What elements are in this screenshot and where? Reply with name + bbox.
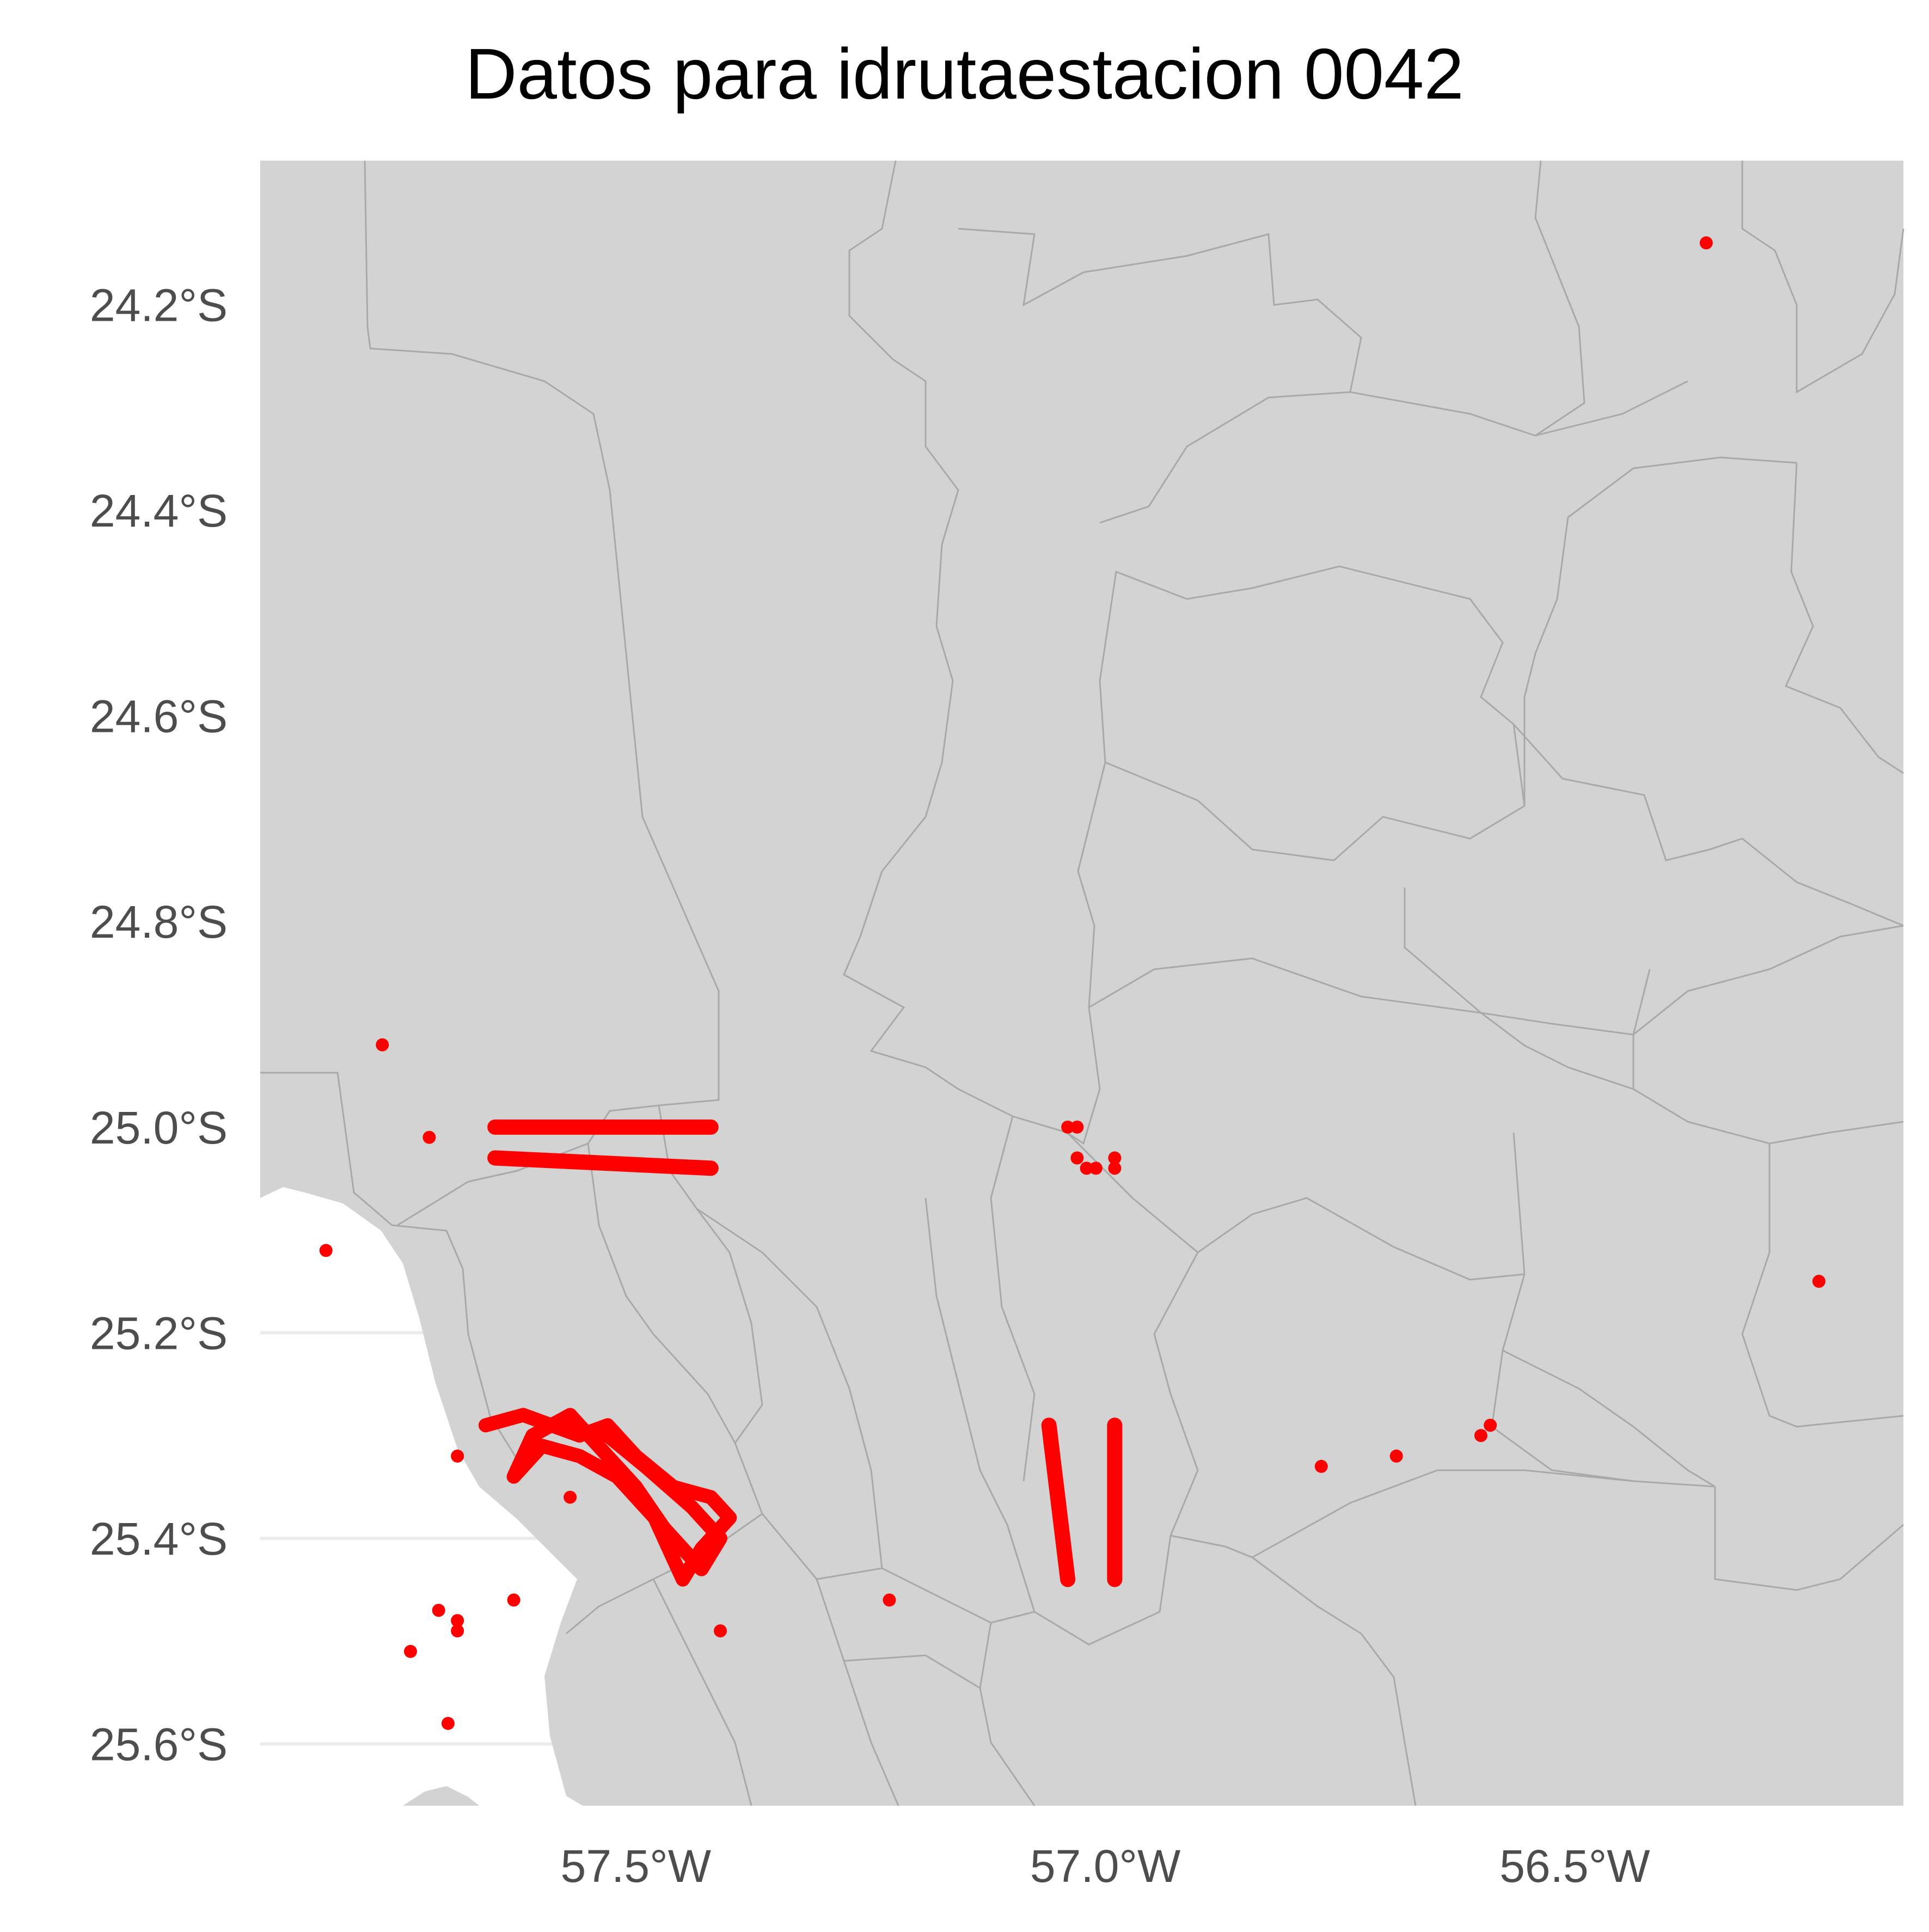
border-southwest-8 xyxy=(652,1579,752,1806)
data-point xyxy=(1080,1161,1093,1175)
data-point xyxy=(1699,236,1713,250)
y-tick-label: 24.6°S xyxy=(90,691,228,742)
data-point xyxy=(451,1624,464,1638)
border-southwest-6 xyxy=(990,1116,1036,1482)
x-tick-label: 57.5°W xyxy=(561,1841,711,1892)
y-tick-label: 24.8°S xyxy=(90,896,228,947)
data-point xyxy=(507,1593,520,1607)
y-tick-label: 24.4°S xyxy=(90,485,228,536)
point-cluster xyxy=(478,1408,737,1587)
data-point xyxy=(432,1604,445,1617)
data-point xyxy=(319,1244,333,1257)
border-central-1 xyxy=(1099,565,1526,861)
land-area-southwest xyxy=(403,1786,479,1806)
river-border-main xyxy=(843,160,1106,1145)
border-central-8 xyxy=(1632,969,1651,1089)
border-south-5 xyxy=(1502,1349,1716,1488)
data-point xyxy=(451,1450,464,1463)
map-title: Datos para idrutaestacion 0042 xyxy=(465,34,1464,114)
data-point xyxy=(1108,1151,1122,1165)
border-central-3 xyxy=(1784,462,1904,774)
data-point xyxy=(1812,1275,1826,1288)
border-north-2 xyxy=(1099,380,1688,524)
data-point xyxy=(1474,1429,1487,1442)
data-point xyxy=(403,1644,417,1658)
border-southwest-4 xyxy=(843,1654,981,1689)
x-tick-label: 56.5°W xyxy=(1499,1841,1650,1892)
data-point xyxy=(883,1593,896,1607)
border-central-7 xyxy=(1633,925,1904,1036)
border-southwest-7 xyxy=(658,1105,883,1569)
point-track xyxy=(1041,1417,1076,1587)
border-north-3 xyxy=(1534,160,1585,437)
data-point xyxy=(714,1624,727,1638)
border-southwest-5 xyxy=(924,1197,1036,1612)
data-point xyxy=(422,1130,436,1144)
border-central-2 xyxy=(1523,456,1797,806)
border-north-4 xyxy=(1741,161,1904,394)
data-point xyxy=(1089,1161,1103,1175)
border-south-4 xyxy=(1252,1469,1634,1558)
y-axis: 24.2°S 24.4°S 24.6°S 24.8°S 25.0°S 25.2°S 25.4… xyxy=(90,279,228,1770)
border-north-1 xyxy=(958,228,1362,393)
border-east-2 xyxy=(1714,1487,1904,1591)
border-southwest-3 xyxy=(816,1567,991,1624)
data-points xyxy=(319,236,1826,1730)
border-central-5 xyxy=(1088,957,1634,1036)
border-south-1 xyxy=(979,1132,1199,1806)
y-tick-label: 25.2°S xyxy=(90,1307,228,1359)
land-area xyxy=(260,161,1903,1806)
data-point xyxy=(1389,1450,1403,1463)
land-layer xyxy=(260,161,1903,1806)
x-axis: 57.5°W 57.0°W 56.5°W xyxy=(561,1841,1650,1892)
y-tick-label: 25.0°S xyxy=(90,1102,228,1153)
y-tick-label: 25.4°S xyxy=(90,1513,228,1564)
administrative-borders xyxy=(260,160,1904,1806)
border-west-chaco xyxy=(260,1072,518,1460)
border-central-6 xyxy=(1404,888,1904,1145)
x-tick-label: 57.0°W xyxy=(1030,1841,1180,1892)
border-central-4 xyxy=(1512,723,1904,927)
data-point xyxy=(1061,1120,1075,1134)
data-point xyxy=(1070,1151,1084,1165)
data-point xyxy=(1070,1120,1084,1134)
border-southwest-2 xyxy=(696,1208,763,1444)
data-point xyxy=(451,1614,464,1628)
border-south-2 xyxy=(1197,1197,1525,1281)
y-tick-label: 25.6°S xyxy=(90,1719,228,1770)
border-south-3 xyxy=(1170,1534,1417,1806)
border-east-3 xyxy=(1741,1144,1904,1428)
y-tick-label: 24.2°S xyxy=(90,279,228,331)
data-point xyxy=(441,1716,455,1730)
data-point xyxy=(1108,1161,1122,1175)
data-point xyxy=(1314,1459,1328,1473)
data-point xyxy=(376,1038,389,1051)
point-track xyxy=(487,1150,719,1176)
data-point xyxy=(564,1490,577,1504)
data-point xyxy=(1484,1419,1497,1432)
